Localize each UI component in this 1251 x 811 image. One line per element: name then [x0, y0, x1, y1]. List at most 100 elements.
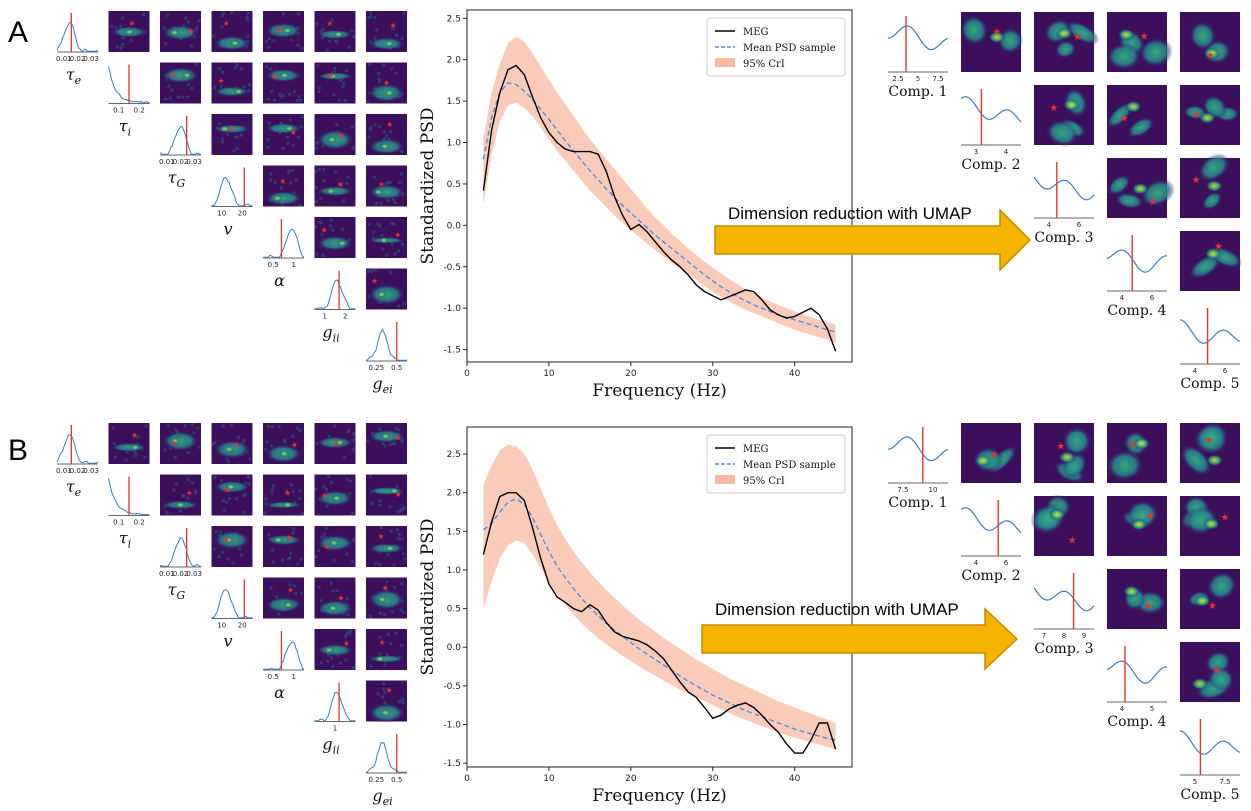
- density-speckle: [299, 557, 303, 561]
- umap-truth-star: ★: [1205, 436, 1214, 447]
- density-speckle: [402, 11, 406, 15]
- param-label: τi: [119, 117, 131, 139]
- hist-tick-label: 20: [238, 210, 247, 218]
- umap-joint-density: ★: [1107, 158, 1176, 218]
- density-speckle: [350, 29, 354, 33]
- density-speckle: [345, 182, 349, 186]
- density-speckle: [269, 586, 273, 590]
- param-label-base: α: [274, 271, 285, 290]
- umap-density-peak: [1130, 518, 1148, 531]
- umap-joint-density: ★: [1106, 12, 1174, 72]
- ground-truth-star: ★: [323, 542, 330, 551]
- density-speckle: [393, 585, 397, 589]
- density-speckle: [378, 125, 382, 129]
- y-tick-label: 2.0: [447, 489, 462, 499]
- marginal-hist: 0.1 0.2τi: [108, 476, 150, 551]
- density-speckle: [378, 427, 382, 431]
- param-label-base: v: [223, 632, 232, 651]
- param-label-base: τ: [66, 65, 76, 84]
- umap-density-blob: [1106, 42, 1142, 71]
- x-tick-label: 30: [707, 774, 719, 784]
- joint-density: ★: [263, 577, 304, 619]
- density-blob: [368, 184, 405, 200]
- umap-joint-density: ★: [1107, 496, 1167, 556]
- density-speckle: [345, 478, 349, 482]
- density-speckle: [382, 682, 386, 686]
- density-speckle: [184, 16, 188, 20]
- umap-density-peak: [988, 31, 1006, 44]
- ground-truth-star: ★: [290, 128, 297, 137]
- density-speckle: [220, 140, 224, 144]
- density-speckle: [221, 11, 225, 15]
- density-speckle: [352, 432, 356, 436]
- density-peak: [376, 291, 387, 298]
- ground-truth-star: ★: [223, 535, 230, 544]
- hist-tick-label: 0.5: [391, 364, 402, 372]
- param-label-base: g: [322, 735, 332, 754]
- ground-truth-star: ★: [291, 440, 298, 449]
- ground-truth-star: ★: [321, 491, 328, 500]
- density-speckle: [271, 484, 275, 488]
- density-speckle: [322, 532, 326, 536]
- umap-density-peak: [1131, 182, 1149, 195]
- density-speckle: [394, 201, 398, 205]
- density-speckle: [218, 530, 222, 534]
- param-label-sub: G: [177, 589, 186, 602]
- ground-truth-star: ★: [170, 439, 177, 448]
- density-speckle: [299, 125, 303, 129]
- density-speckle: [385, 134, 389, 138]
- density-speckle: [211, 34, 215, 38]
- density-speckle: [186, 451, 190, 455]
- legend-band-swatch: [715, 475, 735, 484]
- density-speckle: [329, 218, 333, 222]
- density-speckle: [341, 85, 345, 89]
- umap-truth-star: ★: [1073, 32, 1082, 43]
- umap-density-peak: [1133, 437, 1151, 450]
- param-label-sub: ii: [333, 332, 340, 345]
- ground-truth-star: ★: [233, 440, 240, 449]
- umap-density-peak: [1048, 508, 1066, 521]
- density-speckle: [237, 435, 241, 439]
- umap-tick-label: 6: [1150, 294, 1155, 302]
- umap-comp-label: Comp. 3: [1034, 230, 1093, 246]
- density-speckle: [293, 90, 297, 94]
- density-speckle: [378, 224, 382, 228]
- umap-comp-label: Comp. 1: [888, 495, 947, 511]
- density-speckle: [212, 547, 216, 551]
- density-speckle: [396, 249, 400, 253]
- hist-tick-label: 0.25: [368, 364, 384, 372]
- legend-meg-label: MEG: [743, 444, 769, 455]
- density-speckle: [399, 644, 403, 648]
- x-tick-label: 0: [464, 369, 470, 379]
- density-speckle: [343, 99, 347, 103]
- density-speckle: [314, 170, 318, 174]
- density-speckle: [247, 83, 251, 87]
- density-speckle: [373, 36, 377, 40]
- density-speckle: [341, 227, 345, 231]
- ground-truth-star: ★: [321, 225, 328, 234]
- umap-tick-label: 4: [1193, 367, 1198, 375]
- density-speckle: [299, 98, 303, 102]
- posterior-line: [211, 176, 253, 207]
- density-speckle: [351, 511, 355, 515]
- ground-truth-star: ★: [378, 638, 385, 647]
- ground-truth-star: ★: [337, 593, 344, 602]
- density-speckle: [315, 555, 319, 559]
- density-peak: [273, 536, 284, 544]
- umap-truth-star: ★: [1220, 513, 1229, 524]
- density-peak: [175, 501, 186, 509]
- density-speckle: [366, 270, 370, 274]
- density-speckle: [367, 222, 371, 226]
- umap-tick-label: 8: [1062, 632, 1066, 640]
- density-speckle: [176, 95, 180, 99]
- density-speckle: [183, 424, 187, 428]
- x-tick-label: 10: [543, 774, 555, 784]
- density-peak: [279, 72, 290, 79]
- umap-joint-density: ★: [961, 423, 1021, 483]
- umap-tick-label: 6: [1077, 221, 1082, 229]
- ground-truth-star: ★: [386, 120, 393, 129]
